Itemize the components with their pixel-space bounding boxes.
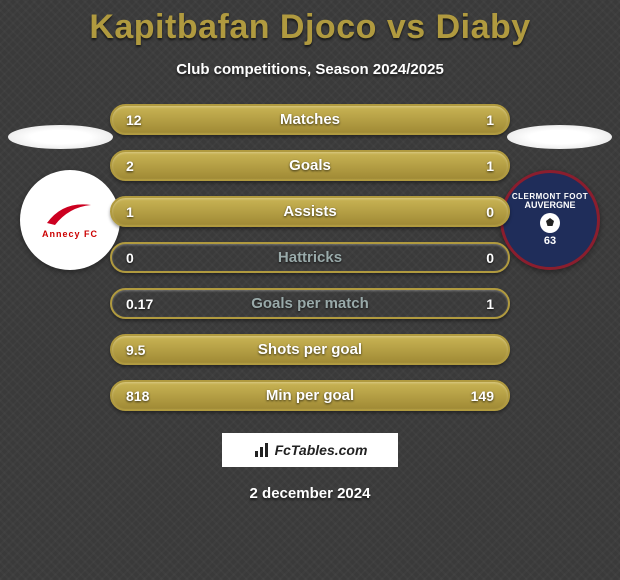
- page-title: Kapitbafan Djoco vs Diaby: [0, 0, 620, 47]
- stat-bar: 0 Hattricks 0: [110, 242, 510, 273]
- stat-label: Hattricks: [278, 249, 342, 266]
- stat-bar: 12 Matches 1: [110, 104, 510, 135]
- left-club-badge: Annecy FC: [20, 170, 120, 270]
- clermont-number: 63: [512, 235, 588, 247]
- stat-right-value: 0: [486, 250, 494, 266]
- clermont-line2: AUVERGNE: [512, 201, 588, 211]
- chart-icon: [253, 441, 271, 459]
- left-club-label: Annecy FC: [42, 229, 98, 239]
- soccer-ball-icon: [540, 213, 560, 233]
- stat-label: Matches: [280, 111, 340, 128]
- page-subtitle: Club competitions, Season 2024/2025: [0, 61, 620, 78]
- stat-label: Assists: [283, 203, 336, 220]
- page-date: 2 december 2024: [0, 485, 620, 502]
- stat-bar: 2 Goals 1: [110, 150, 510, 181]
- annecy-logo: Annecy FC: [42, 201, 98, 239]
- stat-label: Goals per match: [251, 295, 369, 312]
- stat-right-value: 0: [486, 204, 494, 220]
- stat-label: Min per goal: [266, 387, 354, 404]
- right-ellipse-shadow: [507, 125, 612, 149]
- clermont-logo: CLERMONT FOOT AUVERGNE 63: [512, 193, 588, 248]
- swoosh-icon: [45, 201, 95, 229]
- stat-bar: 818 Min per goal 149: [110, 380, 510, 411]
- stat-bar: 9.5 Shots per goal: [110, 334, 510, 365]
- stat-left-value: 1: [126, 204, 134, 220]
- stat-left-value: 9.5: [126, 342, 145, 358]
- attribution-text: FcTables.com: [275, 442, 368, 458]
- stat-bar: 1 Assists 0: [110, 196, 510, 227]
- stat-right-value: 1: [486, 112, 494, 128]
- stat-left-value: 2: [126, 158, 134, 174]
- stat-right-value: 149: [471, 388, 494, 404]
- stat-bar: 0.17 Goals per match 1: [110, 288, 510, 319]
- stat-label: Shots per goal: [258, 341, 362, 358]
- stat-label: Goals: [289, 157, 331, 174]
- attribution-box: FcTables.com: [222, 433, 398, 467]
- stat-right-value: 1: [486, 158, 494, 174]
- stat-left-value: 818: [126, 388, 149, 404]
- stat-left-value: 12: [126, 112, 142, 128]
- stat-left-value: 0.17: [126, 296, 153, 312]
- left-ellipse-shadow: [8, 125, 113, 149]
- stat-right-value: 1: [486, 296, 494, 312]
- right-club-badge: CLERMONT FOOT AUVERGNE 63: [500, 170, 600, 270]
- stat-left-value: 0: [126, 250, 134, 266]
